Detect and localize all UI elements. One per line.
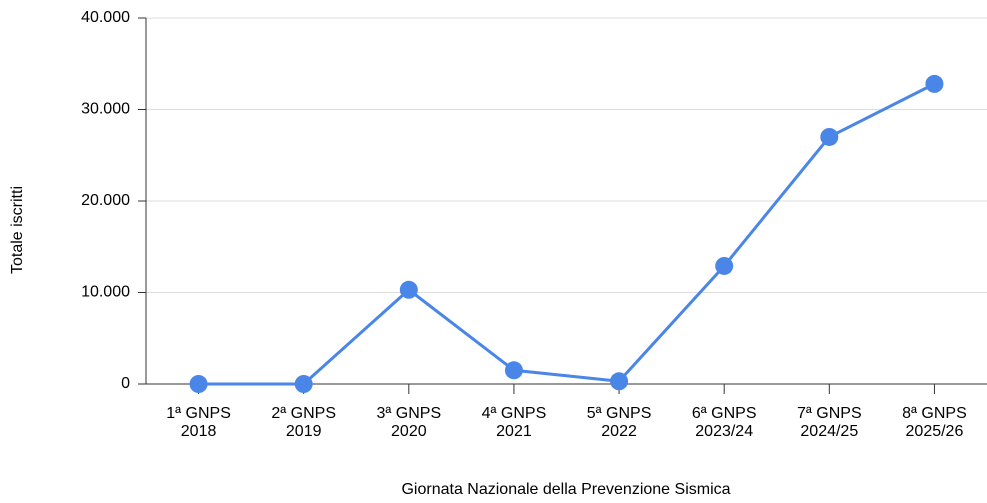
x-tick-label: 2019: [286, 423, 322, 440]
x-axis-title: Giornata Nazionale della Prevenzione Sis…: [401, 481, 730, 498]
x-tick-label: 2ª GNPS: [271, 405, 336, 422]
y-tick-label: 10.000: [81, 284, 130, 301]
y-axis-title: Totale iscritti: [9, 186, 26, 274]
x-tick-label: 2023/24: [695, 423, 753, 440]
point: [610, 372, 629, 391]
x-tick-label: 2024/25: [800, 423, 858, 440]
y-tick-label: 40.000: [81, 9, 130, 26]
point: [925, 74, 944, 93]
x-tick-label: 2021: [496, 423, 532, 440]
point: [715, 256, 734, 275]
point: [504, 361, 523, 380]
x-tick-label: 2022: [601, 423, 637, 440]
point: [820, 127, 839, 146]
x-tick-label: 3ª GNPS: [377, 405, 442, 422]
y-tick-label: 0: [121, 375, 130, 392]
point: [399, 280, 418, 299]
x-tick-label: 5ª GNPS: [587, 405, 652, 422]
x-tick-label: 6ª GNPS: [692, 405, 757, 422]
x-tick-label: 7ª GNPS: [797, 405, 862, 422]
x-tick-label: 1ª GNPS: [166, 405, 231, 422]
y-tick-label: 30.000: [81, 101, 130, 118]
x-tick-label: 2018: [181, 423, 217, 440]
x-tick-label: 4ª GNPS: [482, 405, 547, 422]
line: [198, 82, 936, 386]
point: [294, 375, 313, 393]
x-tick-label: 2025/26: [906, 423, 964, 440]
x-tick-label: 8ª GNPS: [902, 405, 967, 422]
point: [189, 375, 208, 393]
x-tick-label: 2020: [391, 423, 427, 440]
y-tick-label: 20.000: [81, 192, 130, 209]
